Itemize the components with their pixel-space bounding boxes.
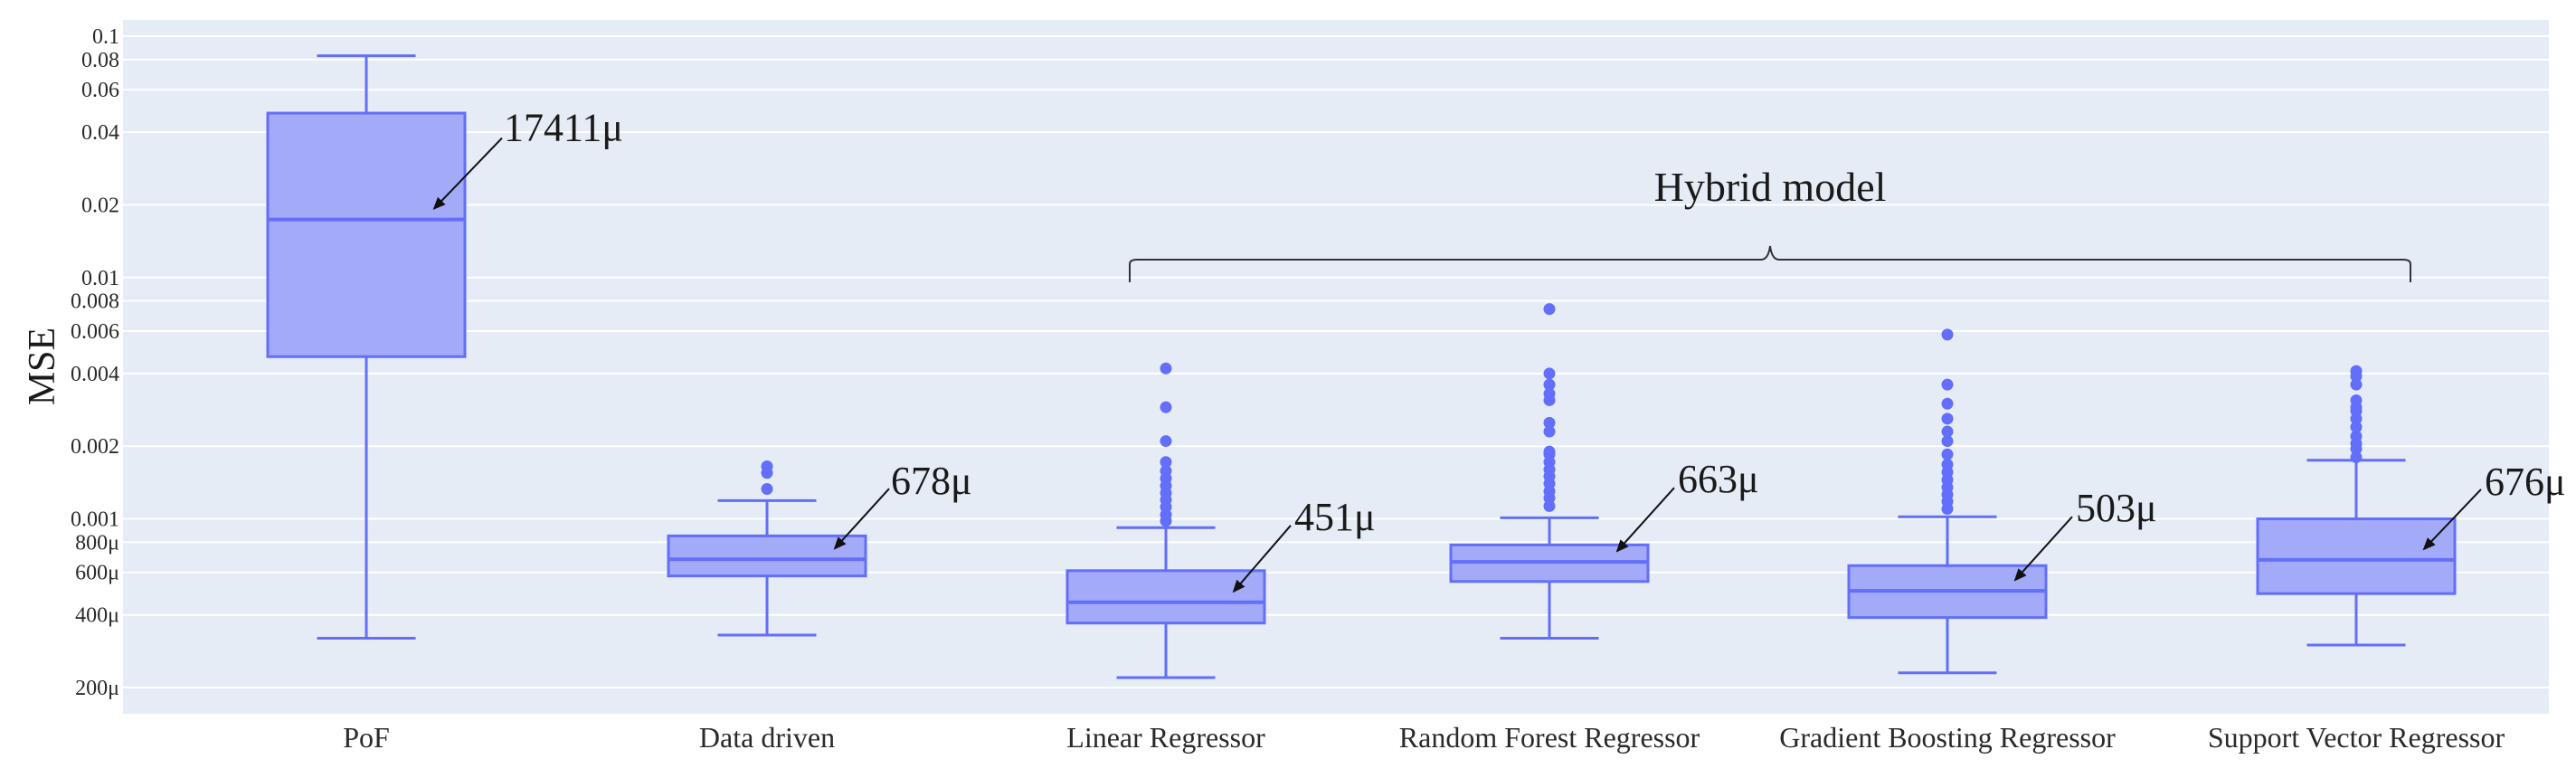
x-tick-label: PoF (343, 721, 390, 754)
outlier-point (1543, 387, 1556, 400)
outlier-point (2350, 451, 2363, 463)
median-annotation: 676μ (2422, 460, 2566, 551)
outlier-point (1941, 435, 1954, 448)
outlier-point (1543, 425, 1556, 438)
outlier-point (1543, 303, 1556, 316)
y-tick-label: 0.1 (92, 25, 119, 49)
y-tick-label: 600μ (75, 562, 119, 585)
annotations: 17411μ 678μ 451μ 663μ 503μ 676μ (432, 106, 2566, 593)
outlier-point (1543, 416, 1556, 429)
y-tick-label: 0.06 (81, 79, 119, 102)
y-tick-label: 0.004 (71, 363, 119, 386)
y-tick-label: 0.006 (71, 320, 119, 344)
x-tick-label: Gradient Boosting Regressor (1779, 721, 2116, 754)
annotation-arrow (2422, 489, 2482, 551)
box-iqr (266, 111, 467, 358)
outlier-point (2350, 430, 2363, 442)
y-tick-label: 0.02 (81, 194, 119, 217)
boxes (266, 54, 2457, 679)
outlier-point (761, 482, 773, 495)
median-annotation: 17411μ (432, 106, 623, 211)
y-tick-label: 0.002 (71, 435, 119, 459)
annotation-label: 678μ (891, 459, 972, 503)
y-tick-label: 400μ (75, 604, 119, 628)
annotation-label: 451μ (1294, 495, 1376, 539)
outlier-point (1543, 367, 1556, 380)
outlier-point (2350, 394, 2363, 406)
group-label: Hybrid model (1654, 164, 1887, 210)
outlier-point (2350, 421, 2363, 433)
y-axis-label: MSE (22, 327, 63, 405)
y-tick-label: 0.008 (71, 290, 119, 314)
annotation-label: 676μ (2485, 460, 2566, 504)
outlier-point (1941, 458, 1954, 470)
outlier-point (1941, 425, 1954, 438)
x-tick-label: Support Vector Regressor (2208, 721, 2505, 754)
hybrid-model-brace: Hybrid model (1129, 164, 2411, 282)
outlier-point (1941, 328, 1954, 341)
box-iqr (1065, 569, 1266, 625)
outlier-point (1941, 413, 1954, 425)
y-tick-label: 0.01 (81, 267, 119, 290)
y-tick-label: 0.08 (81, 49, 119, 72)
outlier-point (1160, 435, 1172, 448)
box-1 (667, 460, 867, 637)
annotation-arrow (1615, 487, 1675, 553)
annotation-label: 663μ (1678, 457, 1759, 501)
x-tick-label: Data driven (699, 721, 835, 754)
outlier-point (1160, 456, 1172, 469)
y-tick-label: 0.001 (71, 508, 119, 532)
outlier-point (1941, 397, 1954, 410)
box-4 (1847, 328, 2048, 675)
y-tick-label: 800μ (75, 531, 119, 555)
x-axis-ticks: PoF Data driven Linear Regressor Random For… (343, 721, 2505, 754)
x-tick-label: Linear Regressor (1066, 721, 1265, 754)
median-annotation: 663μ (1615, 457, 1759, 553)
annotation-arrow (1232, 525, 1292, 593)
outlier-point (2350, 378, 2363, 391)
annotation-arrow (432, 137, 503, 211)
y-tick-label: 0.04 (81, 121, 119, 145)
annotation-arrow (2013, 516, 2073, 582)
brace-path (1129, 245, 2411, 282)
outlier-point (2350, 365, 2363, 377)
box-2 (1065, 362, 1266, 679)
median-annotation: 503μ (2013, 486, 2157, 582)
annotation-label: 17411μ (504, 106, 623, 150)
annotation-label: 503μ (2076, 486, 2157, 530)
outlier-point (1543, 445, 1556, 458)
box-0 (266, 54, 467, 640)
x-tick-label: Random Forest Regressor (1399, 721, 1700, 754)
outlier-point (1941, 448, 1954, 460)
box-5 (2256, 365, 2457, 647)
box-iqr (2256, 517, 2457, 595)
median-annotation: 678μ (833, 459, 972, 550)
plot-area (123, 20, 2549, 714)
outlier-point (1160, 401, 1172, 413)
y-tick-label: 200μ (75, 677, 119, 700)
annotation-arrow (833, 488, 890, 550)
outlier-point (1160, 362, 1172, 375)
box-3 (1449, 303, 1650, 640)
outlier-point (1941, 378, 1954, 391)
outlier-point (1543, 378, 1556, 391)
median-annotation: 451μ (1232, 495, 1376, 593)
outlier-point (1160, 465, 1172, 478)
box-iqr (667, 534, 867, 578)
outlier-point (761, 460, 773, 473)
grid-lines (123, 35, 2549, 688)
